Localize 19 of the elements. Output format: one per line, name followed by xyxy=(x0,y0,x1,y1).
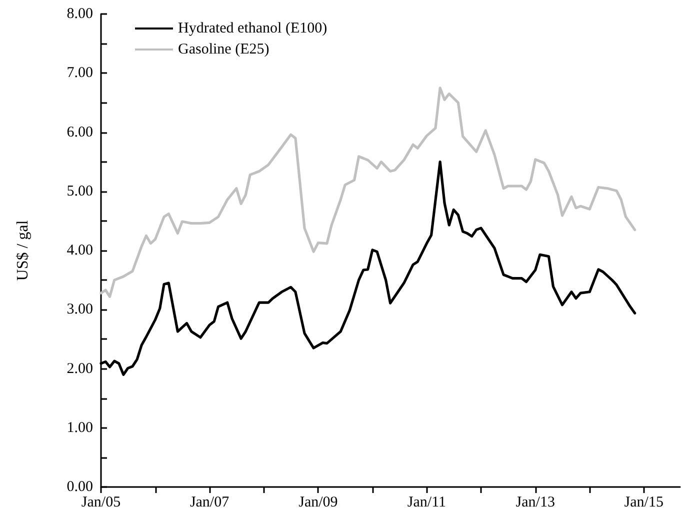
y-tick-label: 0.00 xyxy=(66,479,93,495)
x-tick-label: Jan/07 xyxy=(190,494,230,510)
y-tick-label: 8.00 xyxy=(66,6,93,22)
y-tick-label: 5.00 xyxy=(66,183,93,200)
y-axis-title: US$ / gal xyxy=(14,220,32,281)
y-tick-label: 3.00 xyxy=(66,302,93,318)
y-tick-label: 1.00 xyxy=(66,420,93,436)
x-tick-label: Jan/13 xyxy=(516,494,555,510)
y-tick-label: 2.00 xyxy=(66,360,93,377)
x-tick-label: Jan/15 xyxy=(624,494,664,510)
x-tick-label: Jan/11 xyxy=(407,494,446,510)
legend-label: Hydrated ethanol (E100) xyxy=(178,20,328,36)
legend-label: Gasoline (E25) xyxy=(178,42,270,58)
y-tick-label: 7.00 xyxy=(66,65,93,82)
line-series xyxy=(100,86,636,298)
y-tick-label: 4.00 xyxy=(66,242,93,258)
x-tick-label: Jan/09 xyxy=(298,494,338,510)
y-tick-label: 6.00 xyxy=(66,124,93,140)
x-tick-label: Jan/05 xyxy=(81,494,121,510)
